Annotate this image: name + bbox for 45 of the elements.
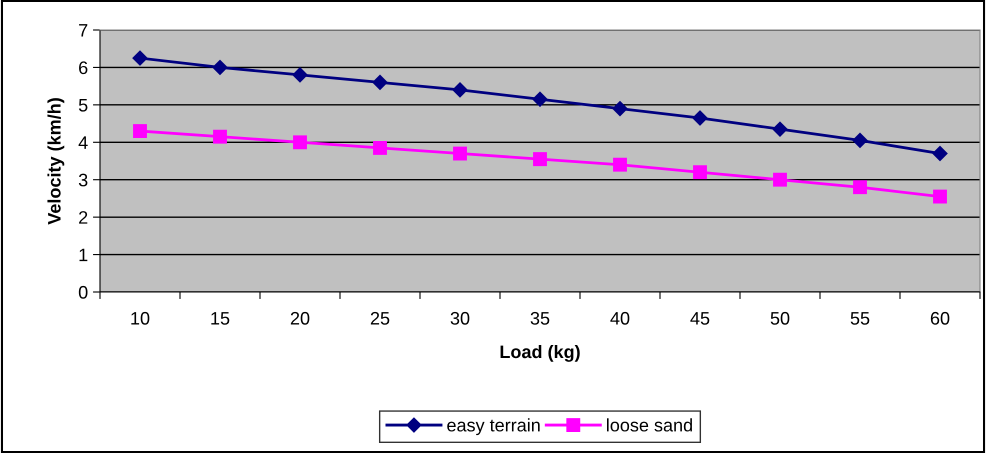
x-tick-label: 40 xyxy=(610,312,630,325)
point xyxy=(213,130,227,144)
y-tick-label: 6 xyxy=(79,61,88,74)
y-tick-label: 5 xyxy=(78,98,88,112)
point xyxy=(132,50,148,66)
y-tick-label: 7 xyxy=(79,24,88,37)
x-axis-title: Load (kg) xyxy=(500,344,580,362)
x-tick-label: 15 xyxy=(211,312,230,325)
point xyxy=(773,172,787,187)
point xyxy=(613,158,627,172)
point xyxy=(612,101,628,116)
y-tick-label: 4 xyxy=(78,136,88,149)
point xyxy=(533,152,547,166)
x-tick-label: 30 xyxy=(450,312,470,325)
legend-label: loose sand xyxy=(607,418,692,432)
point xyxy=(133,124,147,138)
point xyxy=(933,190,947,204)
y-tick-label: 3 xyxy=(78,174,88,186)
y-tick-label: 2 xyxy=(79,211,88,224)
point xyxy=(932,146,948,162)
point xyxy=(532,92,548,107)
point xyxy=(212,60,228,75)
point xyxy=(692,110,708,126)
x-tick-label: 50 xyxy=(770,312,790,325)
legend-label: easy terrain xyxy=(447,418,540,436)
y-tick-label: 1 xyxy=(80,248,88,262)
x-tick-label: 10 xyxy=(131,312,150,325)
x-tick-label: 20 xyxy=(290,312,310,325)
x-tick-label: 55 xyxy=(850,312,870,325)
point xyxy=(372,74,388,90)
point xyxy=(453,146,467,160)
point xyxy=(852,132,868,148)
x-tick-label: 45 xyxy=(690,312,710,325)
point xyxy=(293,135,307,150)
point xyxy=(693,165,707,180)
x-tick-label: 35 xyxy=(530,312,550,325)
point xyxy=(452,82,468,98)
point xyxy=(853,180,867,194)
point xyxy=(772,122,788,137)
y-axis-title: Velocity (km/h) xyxy=(47,98,64,225)
point xyxy=(292,67,308,82)
x-tick-label: 25 xyxy=(370,312,390,325)
point xyxy=(373,140,387,155)
x-tick-label: 60 xyxy=(930,312,950,325)
y-tick-label: 0 xyxy=(78,286,88,299)
